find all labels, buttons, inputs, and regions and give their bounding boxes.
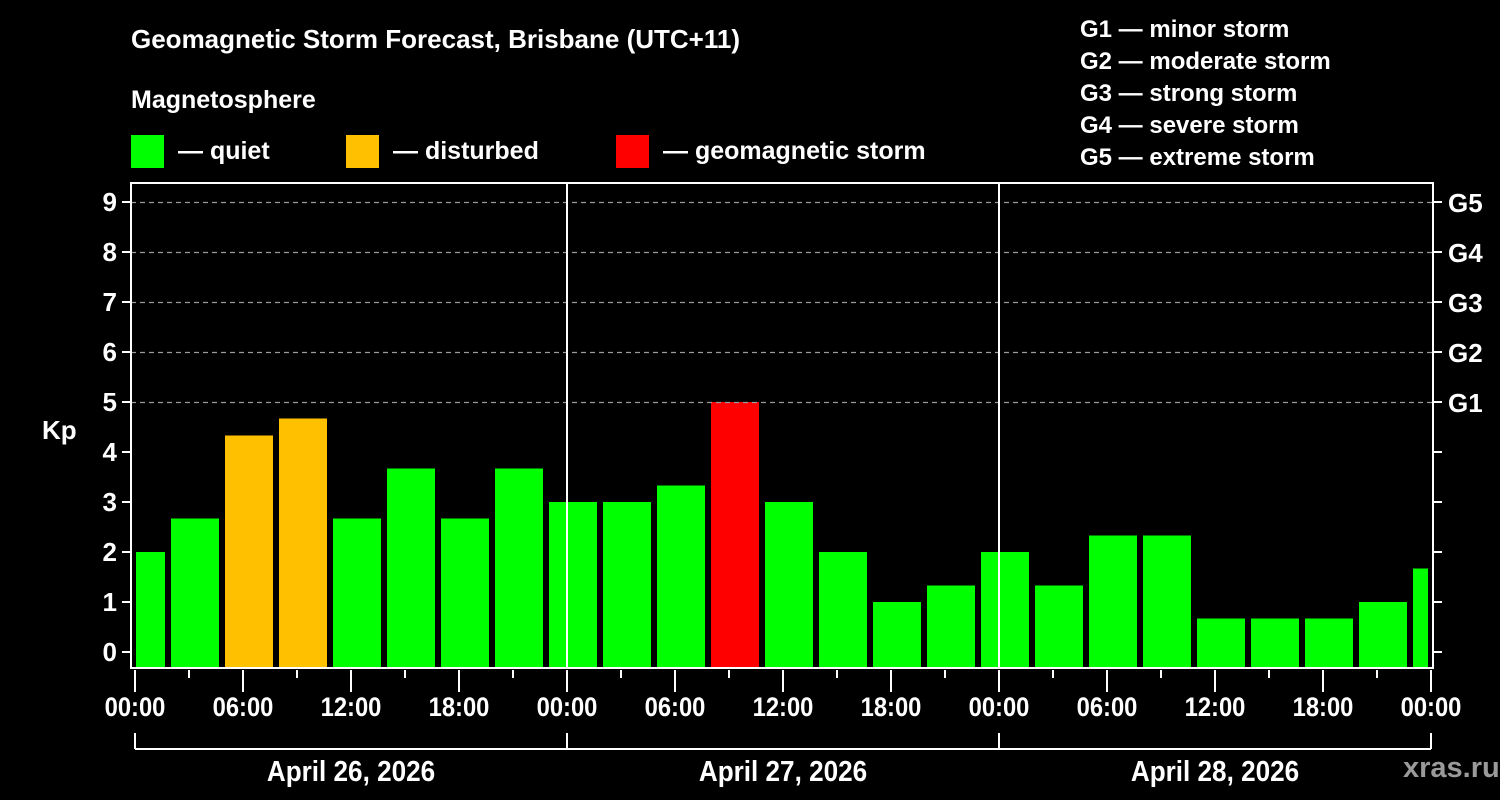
- kp-bar: [765, 502, 813, 667]
- x-tick-label: 12:00: [321, 693, 382, 723]
- g5-legend: G5 — extreme storm: [1080, 144, 1315, 171]
- y-tick-label: 3: [103, 487, 117, 517]
- kp-bar: [1143, 535, 1191, 667]
- plot-frame: [130, 182, 1434, 669]
- kp-bar: [711, 402, 759, 667]
- x-tick-label: 00:00: [105, 693, 166, 723]
- kp-bar: [1305, 618, 1353, 667]
- x-tick-label: 00:00: [537, 693, 598, 723]
- kp-bar: [1197, 618, 1245, 667]
- legend-storm-label: — geomagnetic storm: [663, 136, 926, 165]
- x-tick-label: 06:00: [645, 693, 706, 723]
- day-label: April 26, 2026: [267, 755, 435, 788]
- y-tick-label: 8: [103, 237, 117, 267]
- x-tick-label: 18:00: [1293, 693, 1354, 723]
- kp-bar: [1089, 535, 1137, 667]
- kp-bar: [387, 468, 435, 667]
- kp-bar: [981, 552, 1029, 667]
- y-tick-label: 4: [103, 437, 118, 467]
- g2-legend: G2 — moderate storm: [1080, 48, 1331, 75]
- kp-bar: [1413, 568, 1428, 667]
- kp-bar: [927, 585, 975, 667]
- legend-heading: Magnetosphere: [131, 86, 316, 114]
- kp-bar: [603, 502, 651, 667]
- x-tick-label: 12:00: [753, 693, 814, 723]
- kp-bar: [171, 518, 219, 667]
- y-tick-label: 0: [103, 637, 117, 667]
- legend-storm: — geomagnetic storm: [616, 134, 926, 168]
- storm-swatch: [616, 134, 649, 168]
- kp-bar: [873, 602, 921, 667]
- kp-bar: [333, 518, 381, 667]
- g3-legend: G3 — strong storm: [1080, 80, 1298, 107]
- x-tick-label: 06:00: [213, 693, 274, 723]
- g-scale-label: G5: [1448, 188, 1483, 218]
- legend-quiet-label: — quiet: [178, 136, 270, 165]
- x-tick-label: 12:00: [1185, 693, 1246, 723]
- g-scale-label: G2: [1448, 338, 1483, 368]
- kp-bar: [1359, 602, 1407, 667]
- g4-legend: G4 — severe storm: [1080, 112, 1299, 139]
- g-scale-legend: G1 — minor storm G2 — moderate storm G3 …: [1080, 14, 1331, 174]
- x-tick-label: 18:00: [861, 693, 922, 723]
- day-label: April 27, 2026: [699, 755, 867, 788]
- kp-bar: [136, 552, 165, 667]
- g-scale-label: G1: [1448, 388, 1483, 418]
- y-tick-label: 7: [103, 287, 117, 317]
- kp-bar: [1035, 585, 1083, 667]
- legend-disturbed: — disturbed: [346, 134, 539, 168]
- y-tick-label: 6: [103, 337, 117, 367]
- kp-bar: [819, 552, 867, 667]
- kp-bar: [441, 518, 489, 667]
- kp-bar: [549, 502, 597, 667]
- legend-quiet: — quiet: [131, 134, 270, 168]
- watermark: xras.ru: [1403, 752, 1500, 784]
- kp-bar: [657, 485, 705, 667]
- g-scale-label: G3: [1448, 288, 1483, 318]
- x-tick-label: 06:00: [1077, 693, 1138, 723]
- kp-bar: [225, 435, 273, 667]
- y-tick-label: 5: [103, 387, 117, 417]
- disturbed-swatch: [346, 134, 379, 168]
- g1-legend: G1 — minor storm: [1080, 16, 1290, 43]
- kp-bar: [279, 418, 327, 667]
- kp-bar: [495, 468, 543, 667]
- y-tick-label: 9: [103, 187, 117, 217]
- y-tick-label: 1: [103, 587, 117, 617]
- g-scale-label: G4: [1448, 238, 1483, 268]
- kp-bar: [1251, 618, 1299, 667]
- bars: [136, 402, 1428, 667]
- x-tick-label: 00:00: [1401, 693, 1462, 723]
- legend-disturbed-label: — disturbed: [393, 136, 539, 165]
- x-tick-label: 18:00: [429, 693, 490, 723]
- quiet-swatch: [131, 134, 164, 168]
- x-tick-label: 00:00: [969, 693, 1030, 723]
- chart-title: Geomagnetic Storm Forecast, Brisbane (UT…: [131, 24, 741, 54]
- y-axis-label: Kp: [42, 415, 77, 445]
- day-label: April 28, 2026: [1131, 755, 1299, 788]
- y-tick-label: 2: [103, 537, 117, 567]
